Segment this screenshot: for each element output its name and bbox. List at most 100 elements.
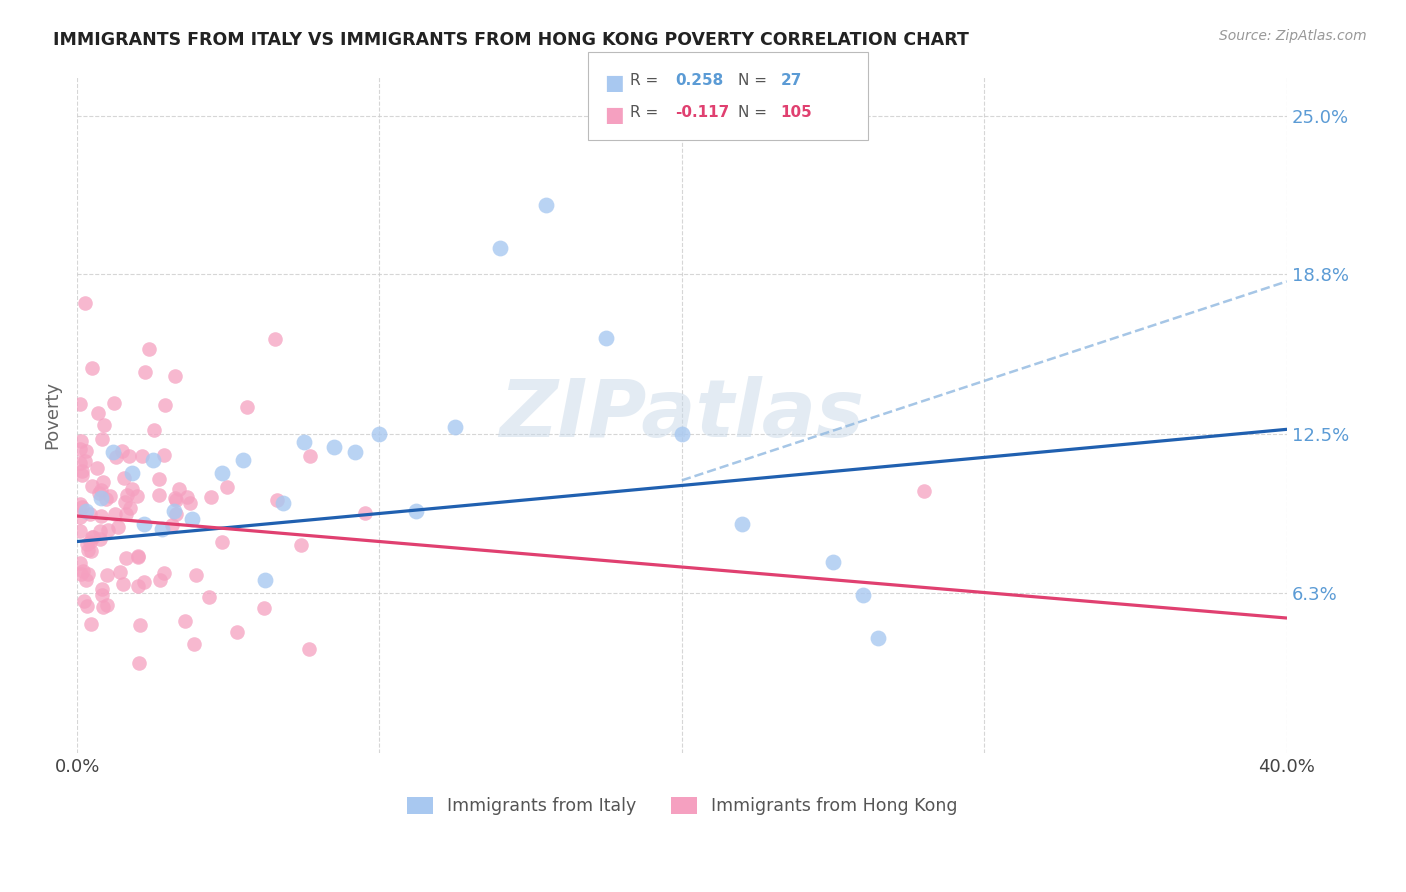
Point xyxy=(323,440,346,454)
Point xyxy=(121,483,143,497)
Point xyxy=(69,556,91,570)
Point xyxy=(163,504,186,518)
Point xyxy=(253,573,276,587)
Point xyxy=(90,433,112,447)
Point xyxy=(128,656,150,670)
Point xyxy=(368,427,391,442)
Point xyxy=(115,488,138,502)
Point xyxy=(215,480,238,494)
Point xyxy=(80,530,103,544)
Point xyxy=(165,493,187,508)
Point xyxy=(89,524,111,538)
Point xyxy=(70,465,93,479)
Point xyxy=(134,575,156,590)
Point xyxy=(595,330,617,344)
Point xyxy=(76,537,98,551)
Point xyxy=(69,497,91,511)
Point xyxy=(444,419,467,434)
Point xyxy=(292,435,315,450)
Text: R =: R = xyxy=(630,105,664,120)
Point xyxy=(115,507,138,521)
Point xyxy=(671,427,693,442)
Point xyxy=(125,489,148,503)
Point xyxy=(153,398,176,412)
Point xyxy=(149,574,172,588)
Text: R =: R = xyxy=(630,73,664,88)
Text: ■: ■ xyxy=(605,73,624,93)
Point xyxy=(731,516,754,531)
Point xyxy=(153,449,176,463)
Point xyxy=(912,483,935,498)
Point xyxy=(232,453,254,467)
Point xyxy=(75,504,97,518)
Point xyxy=(354,506,377,520)
Point xyxy=(127,579,149,593)
Point xyxy=(405,504,427,518)
Point xyxy=(69,442,91,456)
Point xyxy=(266,493,288,508)
Point xyxy=(76,599,98,614)
Point xyxy=(70,434,93,449)
Point xyxy=(211,466,233,480)
Point xyxy=(93,417,115,432)
Point xyxy=(165,507,187,521)
Point xyxy=(264,332,287,346)
Point xyxy=(211,535,233,549)
Point xyxy=(183,637,205,651)
Point xyxy=(79,535,101,549)
Point xyxy=(290,537,312,551)
Point xyxy=(87,486,110,500)
Point xyxy=(80,478,103,492)
Point xyxy=(298,642,321,657)
Y-axis label: Poverty: Poverty xyxy=(44,381,60,450)
Point xyxy=(103,445,125,459)
Point xyxy=(132,516,155,531)
Point xyxy=(115,551,138,566)
Point xyxy=(169,482,191,496)
Point xyxy=(176,490,198,504)
Point xyxy=(200,490,222,504)
Point xyxy=(165,369,187,384)
Point xyxy=(534,198,557,212)
Point xyxy=(98,489,121,503)
Point xyxy=(90,508,112,523)
Point xyxy=(165,491,187,505)
Point xyxy=(69,456,91,470)
Point xyxy=(96,492,118,507)
Point xyxy=(852,588,875,602)
Point xyxy=(103,396,125,410)
Point xyxy=(70,567,93,582)
Text: N =: N = xyxy=(738,105,772,120)
Point xyxy=(138,343,160,357)
Point xyxy=(75,454,97,468)
Point xyxy=(73,296,96,310)
Point xyxy=(90,491,112,505)
Point xyxy=(79,507,101,521)
Point xyxy=(184,567,207,582)
Point xyxy=(142,453,165,467)
Point xyxy=(253,601,276,615)
Point xyxy=(112,471,135,485)
Point xyxy=(148,488,170,502)
Point xyxy=(179,496,201,510)
Point xyxy=(134,365,156,379)
Text: ■: ■ xyxy=(605,105,624,125)
Point xyxy=(271,496,294,510)
Point xyxy=(114,494,136,508)
Point xyxy=(299,450,322,464)
Point xyxy=(148,472,170,486)
Point xyxy=(69,397,91,411)
Point xyxy=(75,573,97,587)
Point xyxy=(86,460,108,475)
Point xyxy=(80,543,103,558)
Point xyxy=(70,468,93,483)
Point xyxy=(162,517,184,532)
Point xyxy=(127,549,149,563)
Text: Source: ZipAtlas.com: Source: ZipAtlas.com xyxy=(1219,29,1367,43)
Point xyxy=(198,590,221,604)
Point xyxy=(80,360,103,375)
Point xyxy=(868,632,890,646)
Text: 0.258: 0.258 xyxy=(675,73,723,88)
Point xyxy=(96,567,118,582)
Point xyxy=(111,444,134,458)
